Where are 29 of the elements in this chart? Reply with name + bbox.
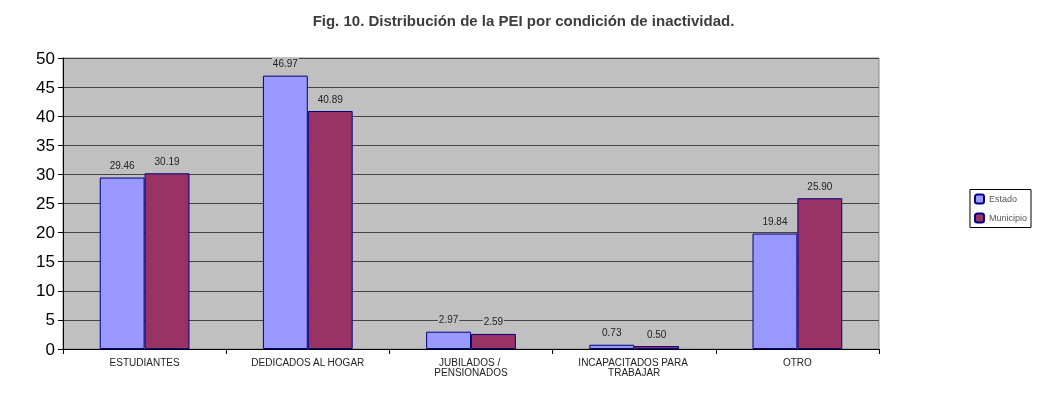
x-tick-label: JUBILADOS / PENSIONADOS <box>434 356 508 378</box>
data-label: 29.46 <box>109 160 136 172</box>
y-tick-label: 35 <box>36 135 55 155</box>
y-tick-label: 30 <box>36 164 55 184</box>
data-label: 0.50 <box>646 328 667 340</box>
data-label: 0.73 <box>602 327 622 339</box>
data-label: 40.89 <box>317 93 344 105</box>
data-label: 19.84 <box>762 216 788 228</box>
legend-label: Municipio <box>988 213 1028 223</box>
x-tick-label: INCAPACITADOS PARA TRABAJAR <box>578 356 691 378</box>
x-tick-label: OTRO <box>782 356 813 368</box>
data-label: 25.90 <box>807 180 833 192</box>
y-tick-label: 50 <box>36 48 55 68</box>
legend-label: Estado <box>988 194 1018 204</box>
x-tick-label: ESTUDIANTES <box>109 356 180 368</box>
data-label: 46.97 <box>272 58 299 70</box>
y-tick-label: 25 <box>36 194 55 213</box>
y-tick-label: 45 <box>36 77 55 97</box>
y-tick-label: 40 <box>36 106 55 126</box>
data-label: 30.19 <box>154 155 180 167</box>
data-label: 2.97 <box>438 314 459 326</box>
y-tick-label: 5 <box>45 310 55 330</box>
y-tick-label: 15 <box>36 252 55 272</box>
x-tick-label: DEDICADOS AL HOGAR <box>251 356 365 368</box>
chart-title: Fig. 10. Distribución de la PEI por condición de inactividad. <box>312 12 735 29</box>
data-label: 2.59 <box>483 316 504 328</box>
y-tick-label: 10 <box>36 281 55 301</box>
y-tick-label: 0 <box>45 339 55 359</box>
y-tick-label: 20 <box>36 223 55 243</box>
